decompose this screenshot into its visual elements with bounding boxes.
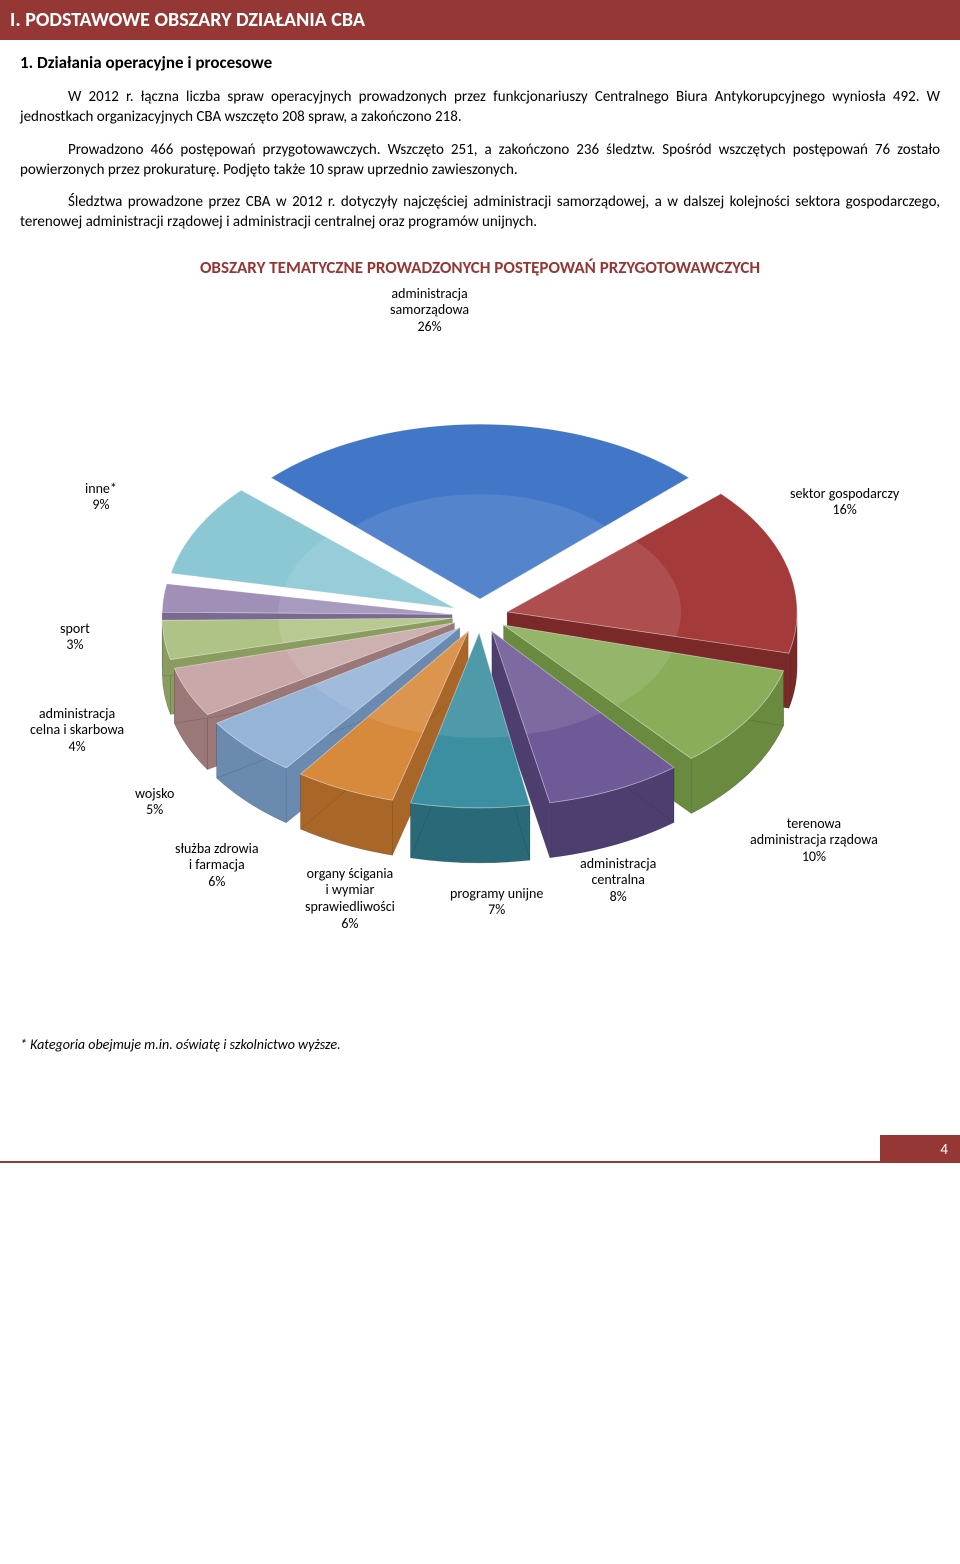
chart-footnote: * Kategoria obejmuje m.in. oświatę i szk… [20, 1036, 940, 1053]
paragraph-1: W 2012 r. łączna liczba spraw operacyjny… [20, 87, 940, 128]
chart-slice-label: inne* 9% [85, 481, 117, 515]
page-number-badge [880, 1135, 960, 1163]
chart-slice-label: organy ścigania i wymiar sprawiedliwości… [305, 866, 395, 933]
chart-slice-label: administracja samorządowa 26% [390, 286, 469, 336]
chart-title: OBSZARY TEMATYCZNE PROWADZONYCH POSTĘPOW… [20, 257, 940, 278]
footer-rule [0, 1161, 880, 1163]
page-footer: 4 [0, 1123, 960, 1163]
chart-slice-label: sport 3% [60, 621, 90, 655]
subsection-heading: 1. Działania operacyjne i procesowe [20, 52, 940, 73]
section-title: I. PODSTAWOWE OBSZARY DZIAŁANIA CBA [10, 8, 365, 32]
pie-chart: administracja samorządowa 26% sektor gosp… [30, 286, 930, 1006]
section-header: I. PODSTAWOWE OBSZARY DZIAŁANIA CBA [0, 0, 960, 40]
paragraph-3: Śledztwa prowadzone przez CBA w 2012 r. … [20, 192, 940, 233]
page-number: 4 [940, 1141, 948, 1159]
chart-slice-label: programy unijne 7% [450, 886, 543, 920]
chart-slice-label: terenowa administracja rządowa 10% [750, 816, 878, 866]
chart-slice-label: administracja centralna 8% [580, 856, 656, 906]
chart-slice-label: służba zdrowia i farmacja 6% [175, 841, 259, 891]
paragraph-2: Prowadzono 466 postępowań przygotowawczy… [20, 140, 940, 181]
chart-slice-label: sektor gospodarczy 16% [790, 486, 899, 520]
chart-slice-label: wojsko 5% [135, 786, 174, 820]
chart-slice-label: administracja celna i skarbowa 4% [30, 706, 124, 756]
page-content: 1. Działania operacyjne i procesowe W 20… [0, 40, 960, 1073]
